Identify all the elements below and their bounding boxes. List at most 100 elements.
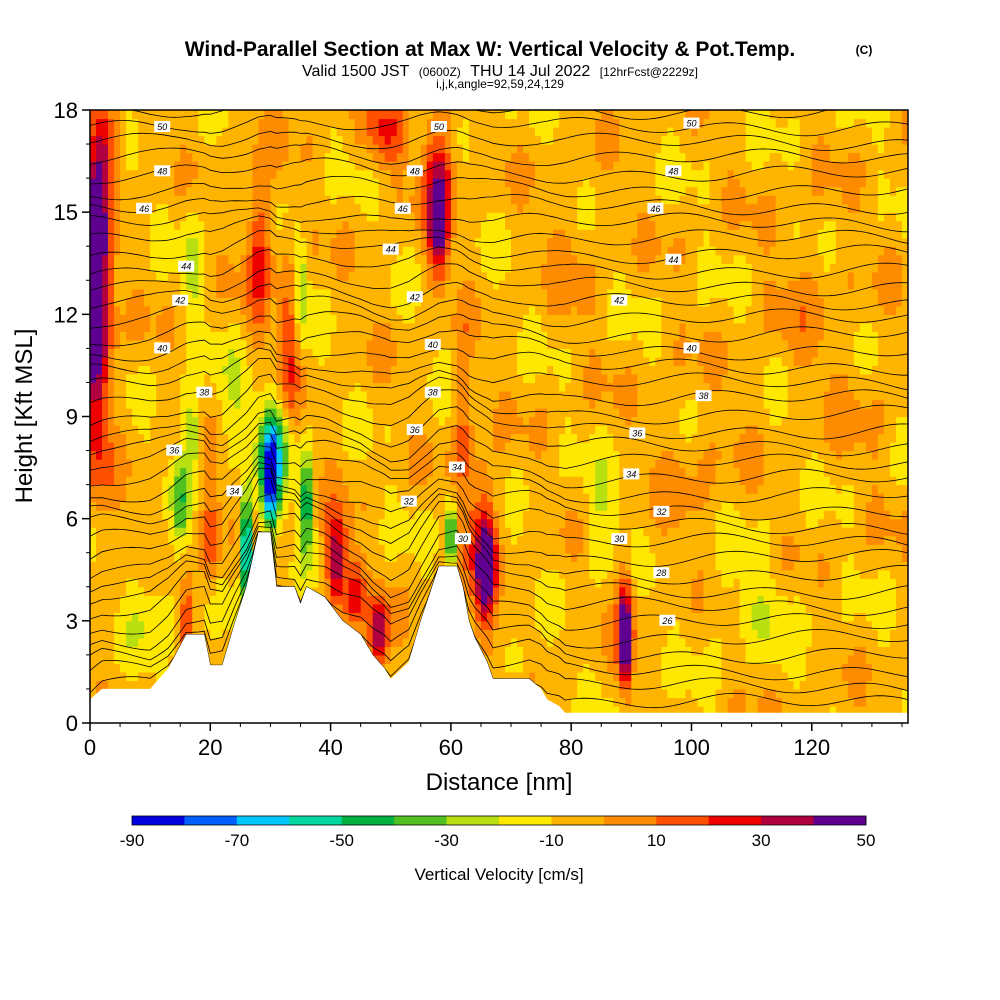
velocity-cell: [114, 399, 121, 409]
velocity-cell: [444, 348, 452, 358]
velocity-cell: [432, 229, 440, 239]
velocity-cell: [480, 186, 488, 196]
velocity-cell: [444, 416, 452, 426]
velocity-cell: [114, 212, 121, 222]
velocity-cell: [180, 331, 187, 341]
velocity-cell: [390, 586, 398, 596]
velocity-cell: [126, 544, 133, 554]
velocity-cell: [216, 331, 223, 341]
velocity-cell: [264, 365, 272, 375]
velocity-cell: [372, 237, 380, 247]
velocity-cell: [270, 544, 278, 554]
velocity-cell: [486, 280, 494, 290]
velocity-cell: [90, 603, 97, 613]
velocity-cell: [264, 152, 272, 162]
velocity-cell: [462, 110, 470, 120]
velocity-cell: [114, 390, 121, 401]
velocity-cell: [240, 127, 247, 137]
velocity-cell: [264, 186, 272, 196]
velocity-cell: [90, 518, 97, 528]
velocity-cell: [499, 127, 506, 137]
velocity-cell: [174, 510, 181, 520]
velocity-cell: [318, 569, 326, 579]
velocity-cell: [264, 373, 272, 384]
velocity-cell: [420, 527, 428, 537]
velocity-cell: [348, 535, 356, 545]
velocity-cell: [336, 254, 344, 264]
velocity-cell: [288, 399, 296, 409]
section-indices: i,j,k,angle=92,59,24,129: [436, 77, 564, 91]
velocity-cell: [432, 152, 440, 162]
velocity-cell: [270, 254, 278, 264]
velocity-cell: [499, 450, 506, 460]
velocity-cell: [276, 578, 284, 588]
velocity-cell: [102, 637, 109, 647]
velocity-cell: [499, 246, 506, 256]
velocity-cell: [348, 544, 356, 554]
velocity-cell: [132, 220, 139, 230]
velocity-cell: [342, 220, 350, 230]
velocity-cell: [426, 178, 434, 188]
velocity-cell: [468, 373, 476, 384]
velocity-cell: [408, 586, 416, 596]
velocity-cell: [414, 561, 422, 571]
velocity-cell: [204, 331, 211, 341]
velocity-cell: [426, 356, 434, 367]
velocity-cell: [246, 535, 253, 545]
velocity-cell: [300, 493, 308, 503]
velocity-cell: [396, 484, 404, 494]
velocity-cell: [162, 425, 169, 435]
velocity-cell: [468, 203, 476, 213]
velocity-cell: [252, 220, 260, 230]
velocity-cell: [216, 501, 223, 511]
velocity-cell: [462, 552, 470, 562]
velocity-cell: [120, 331, 127, 341]
velocity-cell: [384, 110, 392, 120]
velocity-cell: [324, 127, 332, 137]
velocity-cell: [282, 305, 290, 315]
velocity-cell: [258, 433, 266, 443]
velocity-cell: [138, 544, 145, 554]
velocity-cell: [138, 288, 145, 298]
velocity-cell: [402, 390, 410, 401]
velocity-cell: [414, 331, 422, 341]
velocity-cell: [288, 237, 296, 247]
velocity-cell: [324, 586, 332, 596]
velocity-cell: [276, 535, 284, 545]
velocity-cell: [438, 331, 446, 341]
velocity-cell: [336, 144, 344, 154]
velocity-cell: [342, 552, 350, 562]
velocity-cell: [162, 254, 169, 264]
velocity-cell: [114, 561, 121, 571]
velocity-cell: [354, 339, 362, 349]
velocity-cell: [450, 169, 458, 179]
velocity-cell: [120, 110, 127, 120]
velocity-cell: [144, 373, 151, 384]
velocity-cell: [402, 195, 410, 205]
velocity-cell: [156, 527, 163, 537]
velocity-cell: [186, 271, 193, 281]
velocity-cell: [420, 195, 428, 205]
velocity-cell: [150, 314, 157, 324]
velocity-cell: [138, 237, 145, 247]
velocity-cell: [126, 527, 133, 537]
velocity-cell: [288, 297, 296, 307]
velocity-cell: [162, 561, 169, 571]
velocity-cell: [150, 195, 157, 205]
velocity-cell: [492, 433, 500, 443]
velocity-cell: [252, 501, 260, 511]
velocity-cell: [462, 288, 470, 298]
velocity-cell: [366, 203, 374, 213]
velocity-cell: [102, 314, 109, 324]
velocity-cell: [372, 450, 380, 460]
velocity-cell: [114, 305, 121, 315]
velocity-cell: [174, 484, 181, 494]
velocity-cell: [456, 135, 464, 145]
velocity-cell: [246, 280, 253, 290]
velocity-cell: [282, 578, 290, 588]
velocity-cell: [90, 467, 97, 477]
velocity-cell: [330, 569, 338, 579]
velocity-cell: [120, 484, 127, 494]
velocity-cell: [474, 161, 482, 171]
velocity-cell: [426, 118, 434, 128]
